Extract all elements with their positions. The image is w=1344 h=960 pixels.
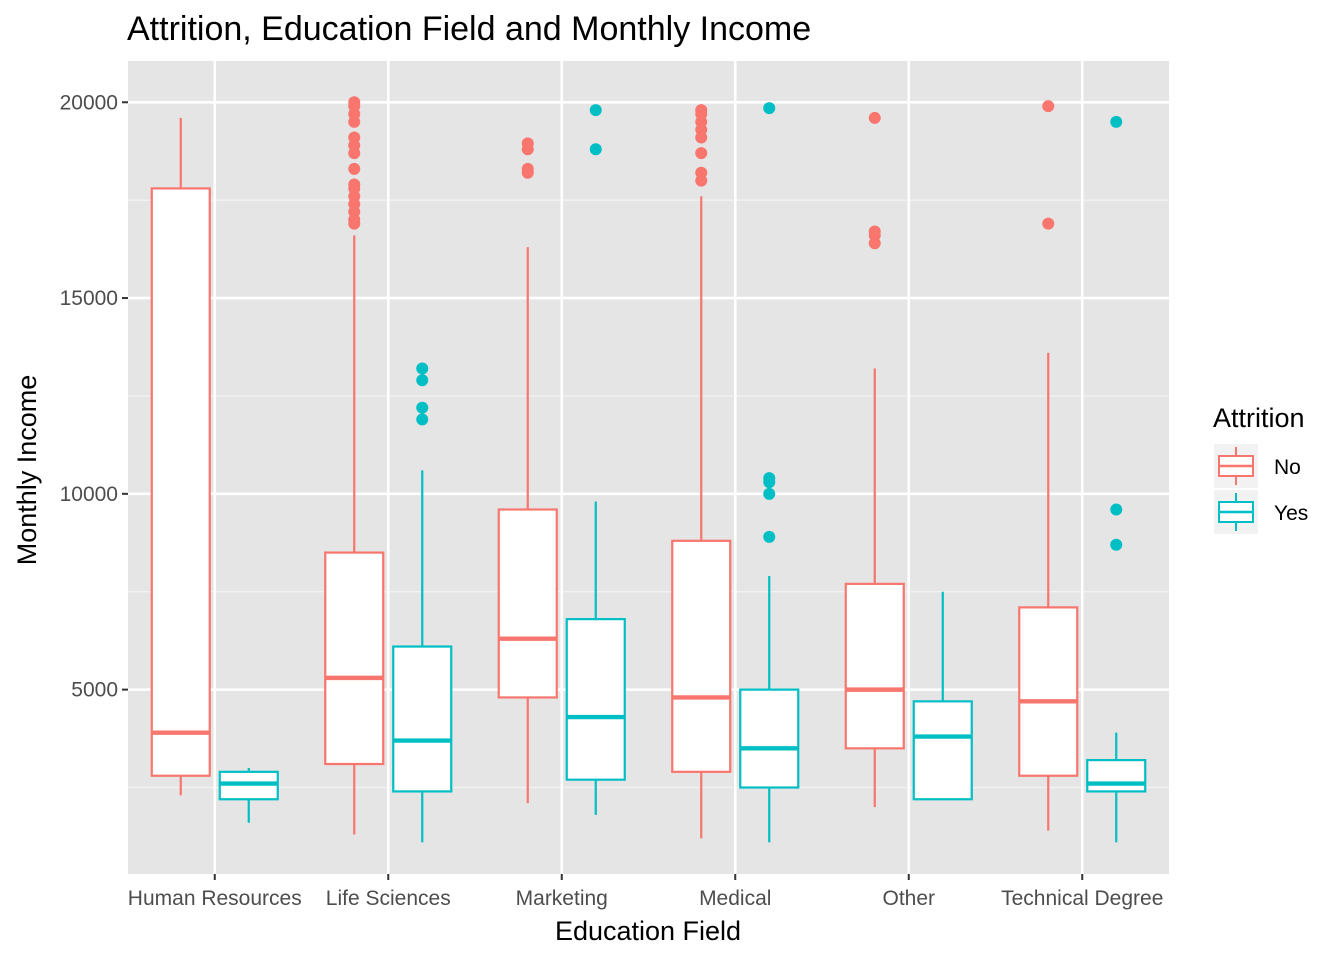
box-group-yes (565, 104, 626, 815)
outlier-point (348, 178, 361, 191)
y-axis-title: Monthly Income (12, 375, 42, 566)
outlier-point (1042, 217, 1055, 230)
outlier-point (348, 131, 361, 144)
box (739, 688, 800, 789)
box-group-yes (392, 362, 453, 843)
outlier-point (868, 225, 881, 238)
box (912, 700, 973, 801)
x-tick-label: Life Sciences (326, 887, 451, 910)
outlier-point (416, 374, 429, 387)
plot-panel (128, 61, 1169, 874)
x-tick-label: Medical (699, 887, 771, 910)
y-tick-label: 15000 (60, 287, 118, 310)
box (1086, 758, 1147, 793)
y-axis: 5000 10000 15000 20000 (60, 91, 128, 702)
y-tick-label: 5000 (71, 679, 118, 702)
outlier-point (763, 472, 776, 485)
outlier-point (1110, 503, 1123, 516)
x-tick-label: Human Resources (128, 887, 302, 910)
outlier-point (695, 166, 708, 179)
box (844, 582, 905, 750)
legend-label: Yes (1274, 502, 1308, 525)
outlier-point (521, 162, 534, 175)
box-group-yes (739, 102, 800, 843)
box-group-no (324, 96, 385, 835)
outlier-point (348, 162, 361, 175)
box (392, 645, 453, 793)
box (497, 508, 558, 699)
outlier-point (695, 147, 708, 160)
outlier-point (1042, 100, 1055, 113)
chart-title: Attrition, Education Field and Monthly I… (127, 10, 811, 48)
grid-lines (128, 61, 1169, 874)
box (324, 551, 385, 766)
outlier-point (868, 111, 881, 124)
box-group-no (1018, 100, 1079, 831)
x-axis: Human Resources Life Sciences Marketing Med… (128, 874, 1163, 910)
outlier-point (416, 401, 429, 414)
box-group-no (150, 117, 211, 796)
outlier-point (348, 96, 361, 109)
outlier-point (1110, 538, 1123, 551)
legend-label: No (1274, 456, 1301, 479)
outlier-point (763, 102, 776, 115)
y-tick-label: 10000 (60, 483, 118, 506)
legend-title: Attrition (1213, 403, 1305, 433)
outlier-point (416, 362, 429, 375)
box (565, 618, 626, 781)
x-axis-title: Education Field (555, 916, 741, 946)
outlier-point (589, 143, 602, 156)
outlier-point (1110, 115, 1123, 128)
outlier-point (695, 104, 708, 117)
x-tick-label: Other (882, 887, 935, 910)
legend-item-yes: Yes (1214, 490, 1308, 534)
boxes (150, 96, 1147, 843)
outlier-point (521, 137, 534, 150)
box-group-yes (218, 767, 279, 823)
y-tick-label: 20000 (60, 91, 118, 114)
box (1018, 606, 1079, 777)
outlier-point (589, 104, 602, 117)
outlier-point (763, 530, 776, 543)
box-group-yes (1086, 115, 1147, 843)
x-tick-label: Technical Degree (1001, 887, 1163, 910)
box-group-no (497, 137, 558, 804)
box (671, 539, 732, 773)
x-tick-label: Marketing (516, 887, 608, 910)
legend: Attrition No Yes (1213, 403, 1308, 534)
box-group-no (671, 104, 732, 839)
outlier-point (416, 413, 429, 426)
outlier-point (763, 487, 776, 500)
box-group-yes (912, 591, 973, 801)
legend-item-no: No (1214, 444, 1301, 488)
box (150, 187, 211, 777)
box-group-no (844, 111, 905, 808)
